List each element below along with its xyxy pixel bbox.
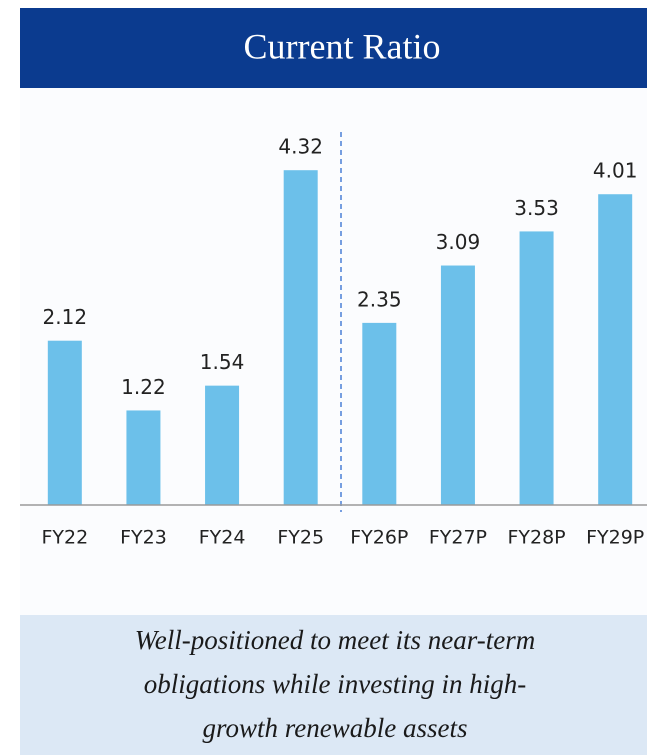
bar (519, 231, 554, 506)
footer-box (20, 615, 647, 755)
value-label: 3.09 (436, 230, 481, 254)
x-tick-label: FY29P (586, 527, 644, 549)
bar (47, 340, 82, 505)
bar (598, 194, 633, 505)
footer-text: growth renewable assets (203, 713, 468, 743)
x-tick-label: FY28P (507, 527, 565, 549)
chart-title: Current Ratio (244, 26, 441, 66)
value-label: 1.54 (200, 350, 245, 374)
bar (362, 322, 397, 505)
header-bar (20, 8, 647, 88)
value-label: 1.22 (121, 375, 166, 399)
x-tick-label: FY25 (277, 527, 324, 549)
value-label: 4.32 (278, 135, 323, 159)
bar (440, 265, 475, 505)
bar (126, 410, 161, 505)
bar (283, 170, 318, 505)
value-label: 3.53 (514, 196, 559, 220)
value-label: 4.01 (593, 159, 638, 183)
bar (205, 385, 240, 505)
x-tick-label: FY24 (199, 527, 246, 549)
x-tick-label: FY26P (350, 527, 408, 549)
x-tick-label: FY27P (429, 527, 487, 549)
value-label: 2.12 (43, 305, 88, 329)
value-label: 2.35 (357, 287, 402, 311)
x-tick-label: FY23 (120, 527, 167, 549)
footer-text: obligations while investing in high- (144, 669, 526, 699)
x-tick-label: FY22 (41, 527, 88, 549)
footer-text: Well-positioned to meet its near-term (135, 625, 535, 655)
